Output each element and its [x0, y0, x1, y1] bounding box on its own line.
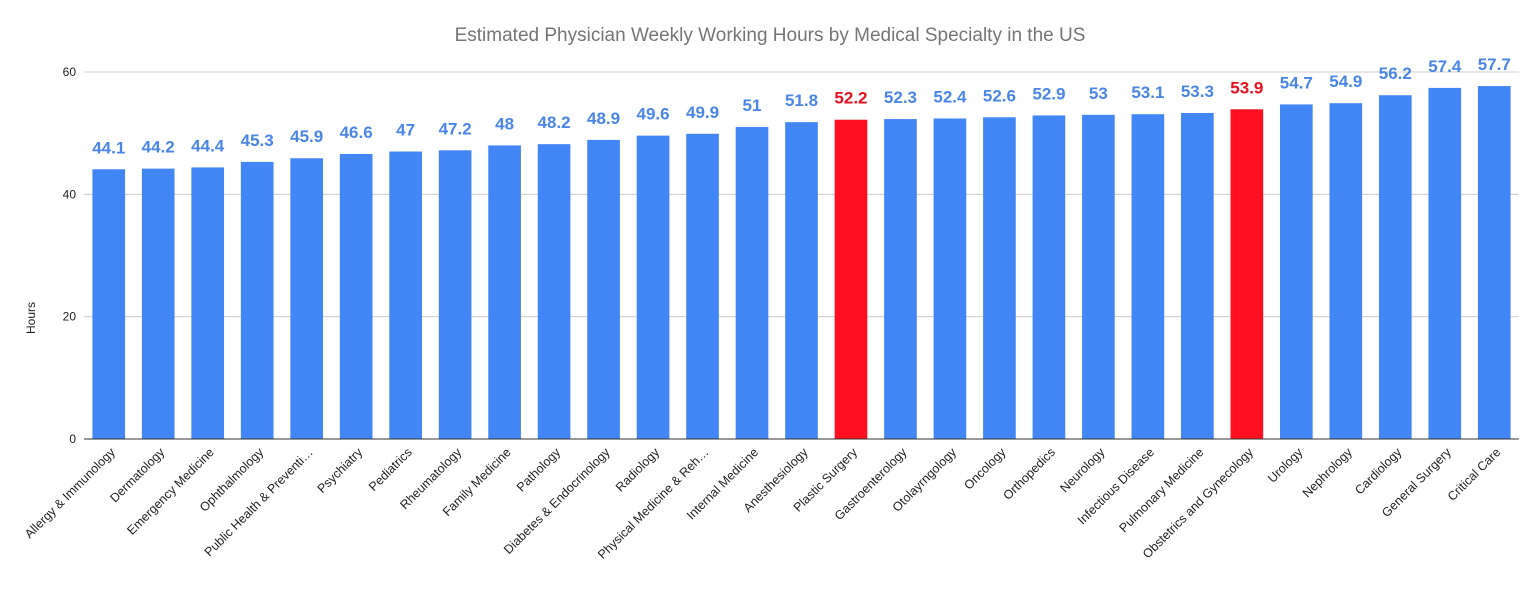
bar [1279, 104, 1313, 439]
data-label: 57.4 [1428, 57, 1462, 76]
y-tick-label: 60 [63, 65, 77, 79]
bar [735, 127, 769, 440]
bar [1230, 109, 1264, 439]
y-tick-label: 20 [63, 310, 77, 324]
data-label: 44.2 [142, 138, 175, 157]
data-label: 48.9 [587, 109, 620, 128]
bar [537, 144, 571, 439]
bar [438, 150, 472, 439]
bar [488, 145, 521, 439]
data-label: 47.2 [439, 119, 472, 138]
y-axis-ticks: 0 20 40 60 [63, 65, 77, 446]
x-tick-label: Radiology [613, 445, 663, 495]
x-tick-label: Psychiatry [315, 445, 366, 496]
data-label: 49.6 [637, 105, 670, 124]
bar [983, 117, 1016, 439]
data-label: 48 [495, 114, 514, 133]
data-labels: 44.1 44.2 44.4 45.3 45.9 46.6 47 47.2 48 48.2 48.9… [92, 55, 1511, 157]
y-tick-label: 40 [63, 187, 77, 201]
x-tick-label: Urology [1265, 445, 1306, 486]
bar [884, 119, 917, 440]
x-tick-label: Neurology [1057, 445, 1108, 496]
data-label: 45.3 [241, 131, 274, 150]
bar [240, 161, 274, 440]
data-label: 45.9 [290, 127, 323, 146]
x-tick-label: Pulmonary Medicine [1117, 445, 1207, 535]
bar [686, 133, 719, 440]
data-label: 52.4 [933, 87, 967, 106]
x-tick-label: Cardiology [1352, 445, 1405, 498]
y-tick-label: 0 [69, 432, 76, 446]
data-label: 52.9 [1032, 84, 1065, 103]
bar [141, 168, 175, 440]
x-tick-label: Emergency Medicine [124, 445, 216, 537]
bar [1181, 112, 1214, 440]
bar [933, 118, 967, 439]
bar [389, 151, 422, 439]
data-label: 53.9 [1230, 78, 1263, 97]
data-label: 51 [743, 96, 762, 115]
bar [1428, 87, 1462, 440]
data-label: 54.9 [1329, 72, 1362, 91]
bar [834, 119, 868, 440]
data-label: 53.1 [1131, 83, 1164, 102]
bar [1378, 95, 1412, 439]
data-label: 47 [396, 121, 415, 140]
data-label: 46.6 [340, 123, 373, 142]
bars [92, 86, 1511, 440]
bar [1329, 103, 1363, 439]
x-tick-label: Pathology [514, 445, 564, 495]
bar [785, 122, 818, 439]
bar [191, 167, 225, 440]
data-label: 48.2 [538, 113, 571, 132]
data-label: 53 [1089, 84, 1108, 103]
bar [1477, 86, 1511, 440]
chart-title: Estimated Physician Weekly Working Hours… [455, 25, 1086, 46]
bar [636, 135, 670, 439]
data-label: 52.6 [983, 86, 1016, 105]
x-tick-label: Oncology [961, 445, 1009, 493]
data-label: 49.9 [686, 103, 719, 122]
data-label: 56.2 [1379, 64, 1412, 83]
x-tick-label: Orthopedics [1000, 445, 1058, 503]
x-tick-label: Diabetes & Endocrinology [501, 445, 613, 557]
data-label: 53.3 [1181, 82, 1214, 101]
bar [1131, 114, 1165, 439]
x-tick-label: Pediatrics [366, 445, 415, 494]
x-tick-label: Nephrology [1300, 445, 1356, 501]
data-label: 51.8 [785, 91, 818, 110]
data-label: 44.4 [191, 136, 225, 155]
data-label: 52.3 [884, 88, 917, 107]
x-tick-label: Critical Care [1445, 445, 1504, 504]
bar [92, 169, 126, 439]
x-axis-ticks: Allergy & ImmunologyDermatologyEmergency… [22, 445, 1503, 562]
data-label: 57.7 [1478, 55, 1511, 74]
x-tick-label: Allergy & Immunology [22, 445, 118, 541]
y-axis-label: Hours [24, 302, 38, 334]
data-label: 52.2 [834, 89, 867, 108]
data-label: 44.1 [92, 138, 125, 157]
bar [1082, 114, 1115, 440]
bar [1032, 115, 1066, 439]
bar [290, 158, 324, 439]
bar [339, 153, 373, 440]
data-label: 54.7 [1280, 73, 1313, 92]
bar [587, 139, 620, 439]
